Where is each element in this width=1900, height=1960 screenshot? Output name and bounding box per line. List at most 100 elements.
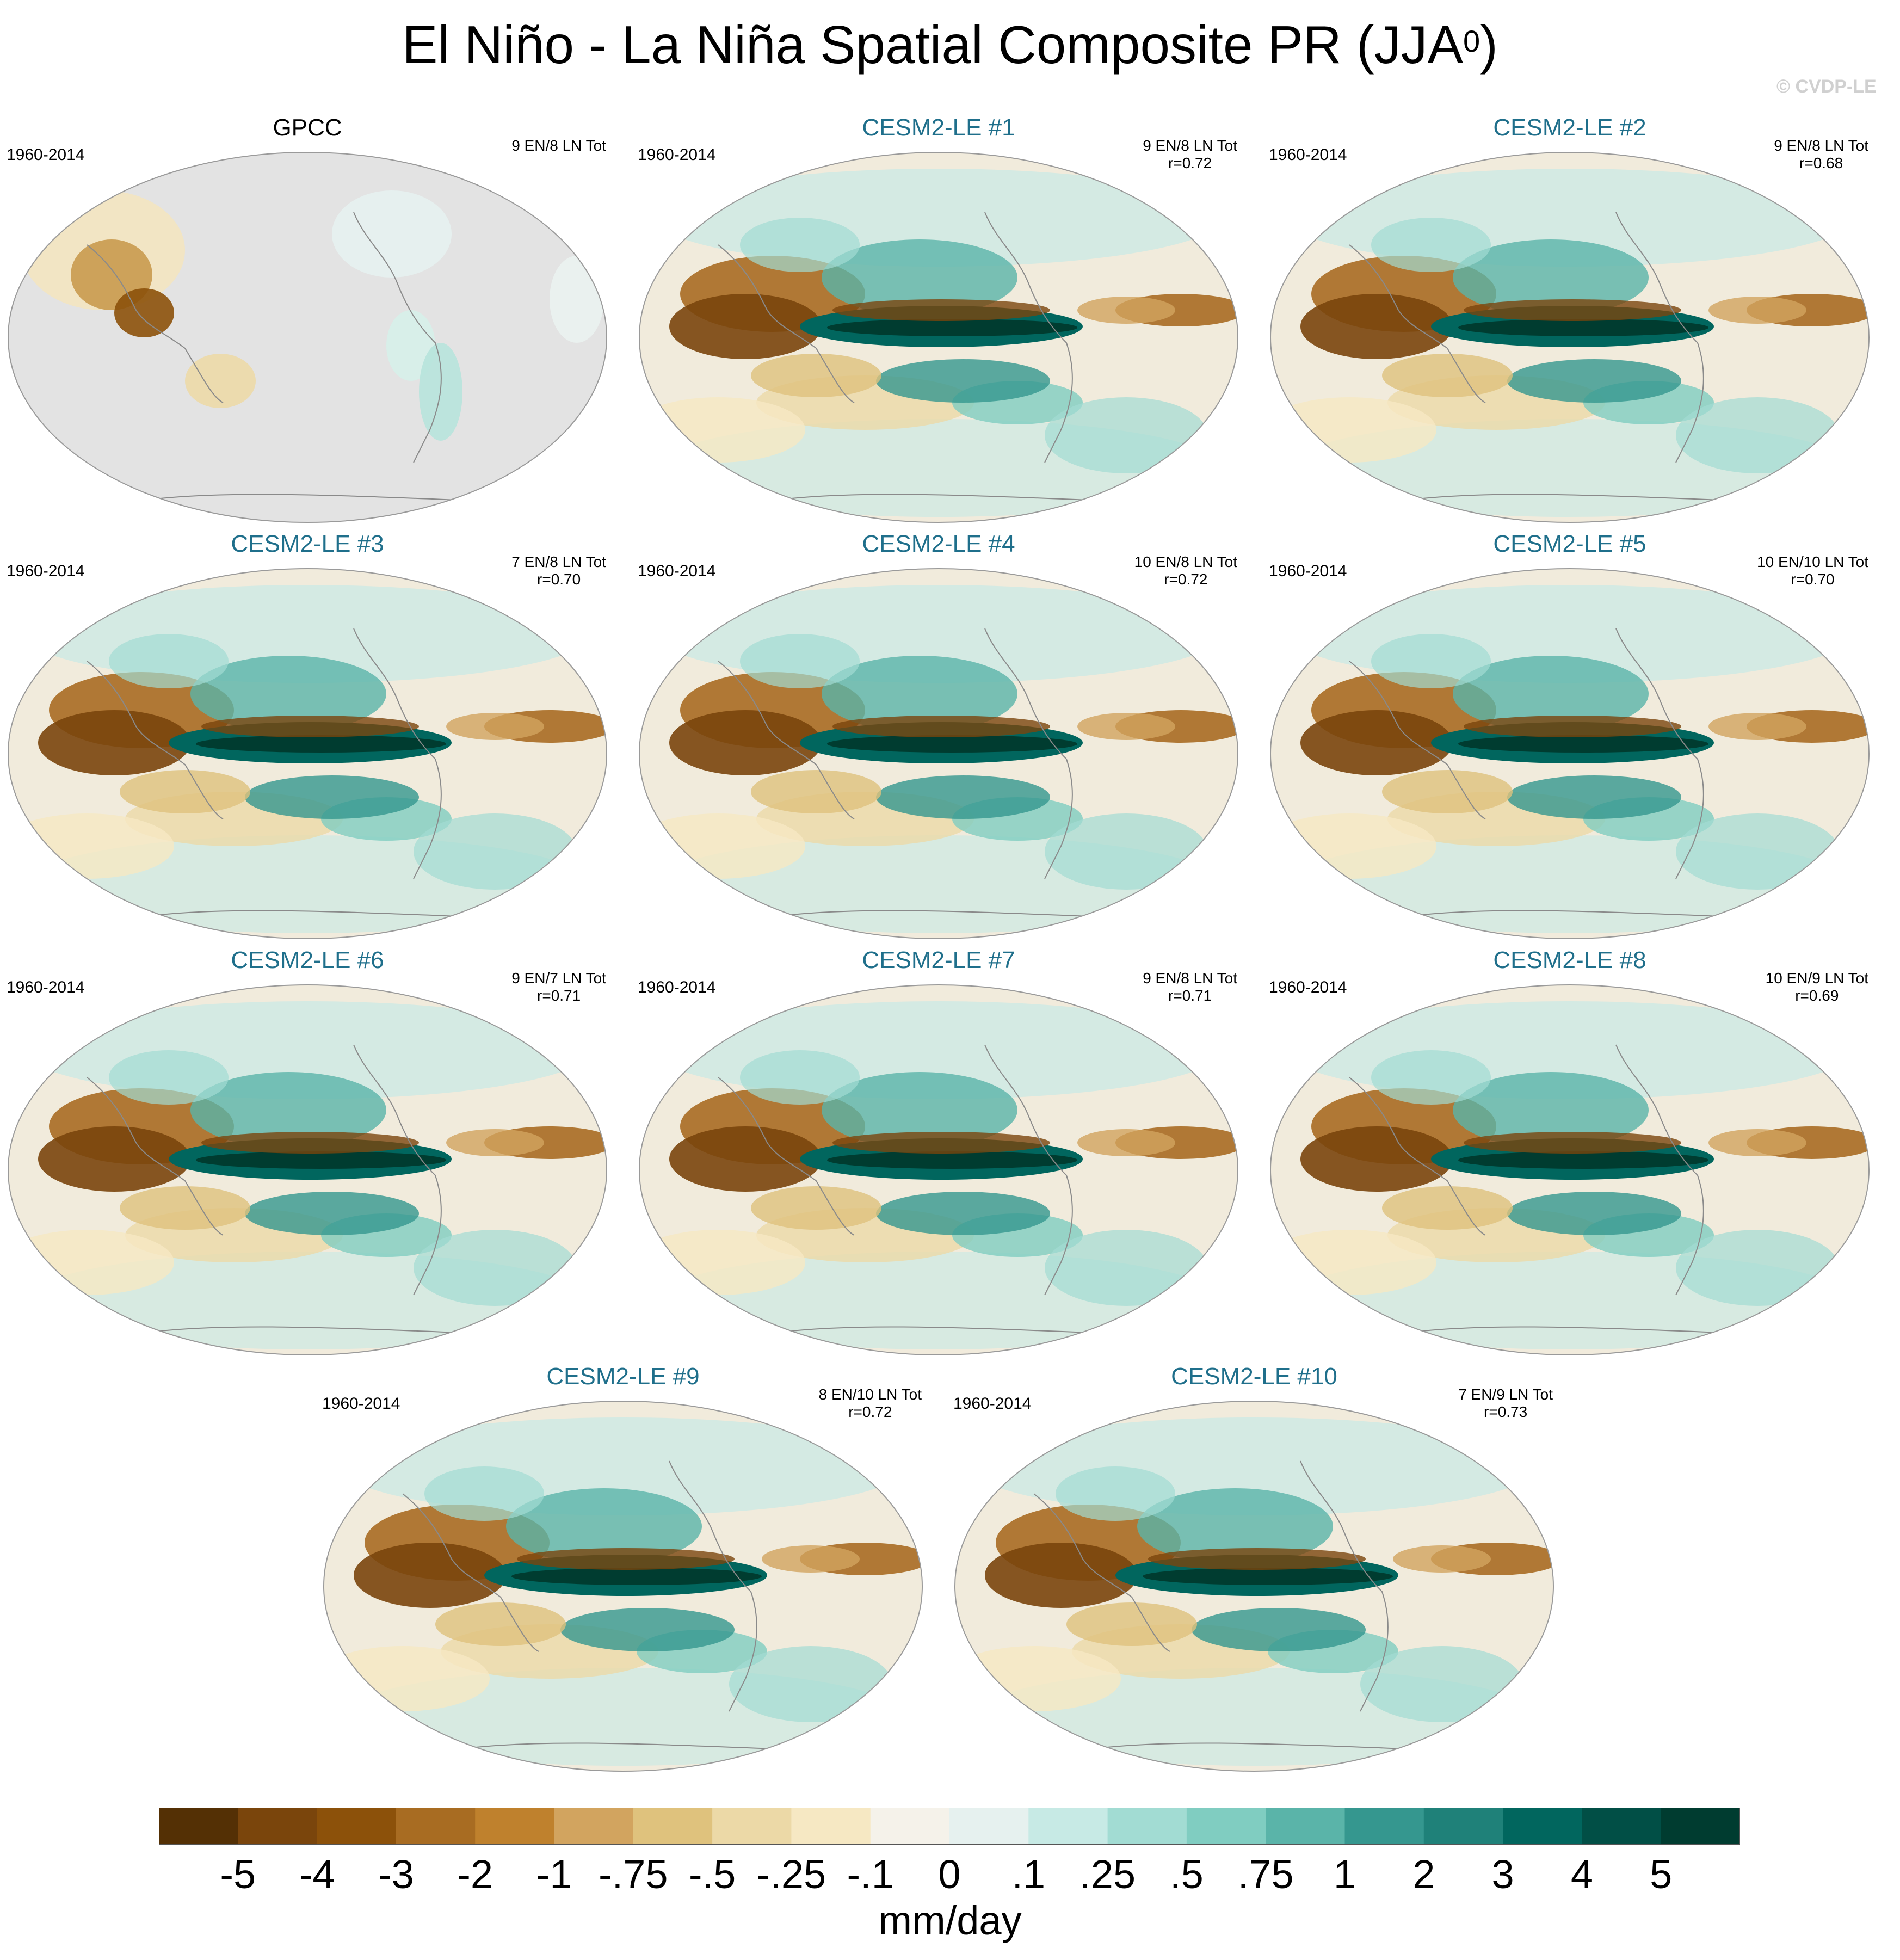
precip-anomaly [822, 1072, 1017, 1148]
map-plot [639, 984, 1238, 1355]
map-outline [639, 568, 1238, 939]
precip-anomaly [1077, 297, 1175, 324]
colorbar-tick-label: -.5 [688, 1852, 736, 1897]
map-outline [8, 984, 607, 1355]
precip-anomaly [354, 1543, 506, 1608]
event-count: 7 EN/9 LN Tot [1458, 1386, 1553, 1403]
event-count: 9 EN/8 LN Tot [1143, 137, 1237, 154]
map-outline [954, 1401, 1554, 1772]
precip-anomaly [822, 239, 1017, 316]
event-count: 7 EN/8 LN Tot [511, 553, 606, 570]
precip-anomaly [1708, 297, 1806, 324]
panel-title: CESM2-LE #8 [1493, 947, 1646, 973]
pattern-correlation: r=0.68 [1799, 155, 1843, 171]
precip-anomaly [1382, 770, 1513, 813]
coastline [353, 1044, 442, 1296]
pattern-correlation: r=0.72 [848, 1403, 892, 1420]
precip-anomaly [1137, 1488, 1333, 1564]
precip-anomaly [1143, 1568, 1393, 1585]
coastline [457, 1742, 789, 1750]
precip-anomaly [1464, 1132, 1681, 1154]
precip-anomaly [245, 775, 419, 819]
coastline [402, 1493, 539, 1652]
map-panel: CESM2-LE #1 1960-2014 9 EN/8 LN Tot r=0.72 [637, 114, 1241, 533]
panel-stats: 10 EN/9 LN Tot r=0.69 [1766, 970, 1868, 1004]
colorbar-swatch [554, 1808, 634, 1845]
coastline [87, 1077, 224, 1236]
coastline [1088, 1742, 1421, 1750]
coastline [669, 1460, 757, 1712]
colorbar-swatch [159, 1808, 238, 1845]
precip-anomaly [751, 354, 881, 397]
panel-period: 1960-2014 [638, 562, 716, 580]
precip-anomaly [120, 770, 250, 813]
precip-anomaly [506, 1488, 702, 1564]
colorbar-swatch [949, 1808, 1029, 1845]
precip-anomaly [414, 1230, 577, 1306]
precip-anomaly [827, 319, 1077, 336]
colorbar [159, 1808, 1740, 1845]
colorbar-tick-label: -5 [220, 1852, 256, 1897]
map-plot [954, 1401, 1554, 1772]
map-panel: GPCC 1960-2014 9 EN/8 LN Tot [5, 114, 609, 533]
pattern-correlation: r=0.70 [537, 571, 581, 588]
colorbar-units: mm/day [878, 1898, 1022, 1943]
land-anomaly [185, 354, 256, 408]
map-panel: CESM2-LE #7 1960-2014 9 EN/8 LN Tot r=0.71 [637, 947, 1241, 1366]
precip-anomaly [109, 1050, 229, 1105]
map-plot [8, 152, 607, 523]
precip-anomaly [1458, 1151, 1708, 1169]
precip-anomaly [560, 1608, 735, 1651]
precip-anomaly [1382, 1186, 1513, 1230]
precip-anomaly [1066, 1602, 1197, 1646]
precip-anomaly [1676, 813, 1839, 890]
colorbar-tick-label: 4 [1570, 1852, 1593, 1897]
panel-title: CESM2-LE #5 [1493, 531, 1646, 557]
panel-title: CESM2-LE #3 [231, 531, 384, 557]
precip-anomaly [1382, 354, 1513, 397]
precip-anomaly [511, 1568, 762, 1585]
coastline [141, 1326, 474, 1334]
ocean-mask [8, 152, 607, 522]
colorbar-swatch [1503, 1808, 1582, 1845]
panel-title: GPCC [273, 114, 342, 141]
map-panel: CESM2-LE #4 1960-2014 10 EN/8 LN Tot r=0.72 [637, 531, 1241, 950]
event-count: 9 EN/8 LN Tot [1143, 970, 1237, 987]
panel-period: 1960-2014 [322, 1395, 400, 1413]
coastline [353, 628, 442, 879]
precip-anomaly [1045, 397, 1208, 473]
colorbar-swatch [1582, 1808, 1662, 1845]
precip-anomaly [822, 656, 1017, 732]
precip-anomaly [876, 1192, 1050, 1235]
panel-title: CESM2-LE #2 [1493, 114, 1646, 141]
precip-anomaly [1045, 1230, 1208, 1306]
panel-title: CESM2-LE #7 [862, 947, 1015, 973]
precip-anomaly [740, 218, 860, 272]
copyright-watermark: © CVDP-LE [1776, 76, 1877, 97]
colorbar-tick-label: 5 [1650, 1852, 1673, 1897]
precip-anomaly [245, 1192, 419, 1235]
map-panel: CESM2-LE #10 1960-2014 7 EN/9 LN Tot r=0.73 [952, 1363, 1556, 1782]
map-outline [8, 568, 607, 939]
coastline [1403, 494, 1736, 501]
colorbar-swatch [633, 1808, 713, 1845]
colorbar-swatch [1107, 1808, 1187, 1845]
colorbar-tick-label: 3 [1491, 1852, 1514, 1897]
precip-anomaly [1507, 1192, 1681, 1235]
precip-anomaly [669, 1126, 822, 1192]
panel-period: 1960-2014 [638, 978, 716, 996]
colorbar-swatch [317, 1808, 397, 1845]
event-count: 9 EN/8 LN Tot [511, 137, 606, 154]
colorbar-swatch [1423, 1808, 1503, 1845]
coastline [984, 628, 1073, 879]
precip-anomaly [762, 1545, 860, 1573]
panel-period: 1960-2014 [953, 1395, 1032, 1413]
coastline [353, 212, 442, 463]
land-anomaly [114, 288, 174, 337]
precip-anomaly [751, 1186, 881, 1230]
precip-anomaly [38, 710, 190, 775]
precip-anomaly [832, 1132, 1050, 1154]
precip-anomaly [1371, 634, 1491, 688]
event-count: 10 EN/10 LN Tot [1757, 553, 1868, 570]
precip-anomaly [414, 813, 577, 890]
